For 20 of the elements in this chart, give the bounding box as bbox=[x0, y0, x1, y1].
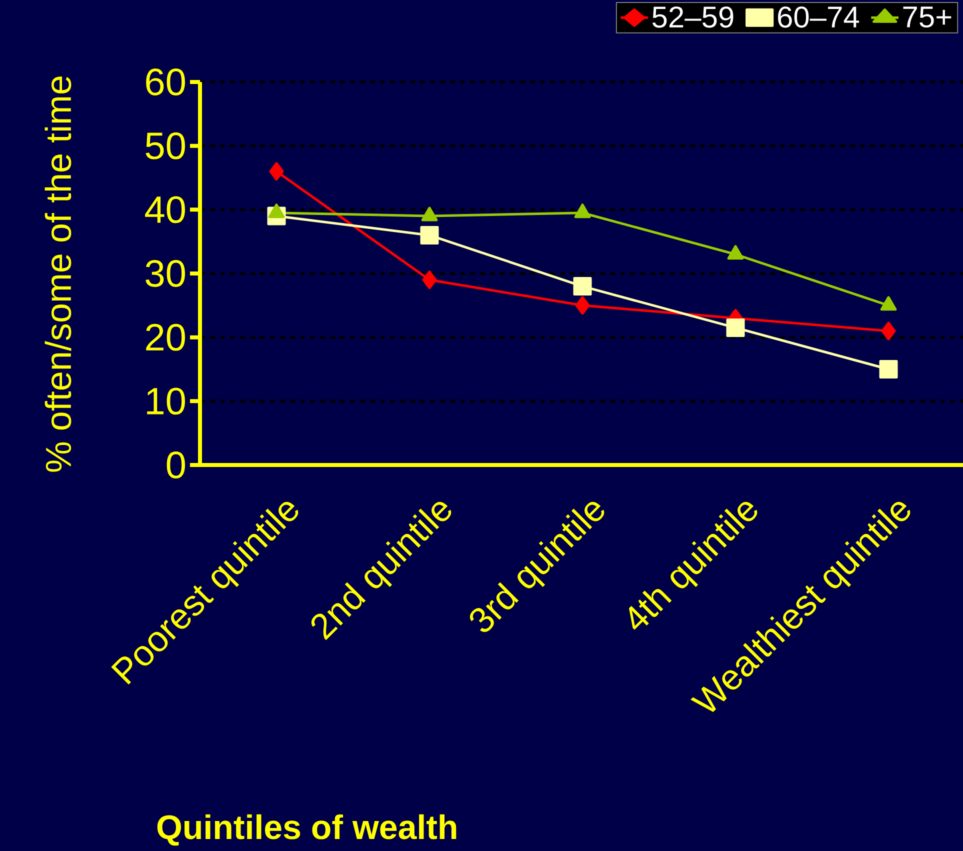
point bbox=[269, 162, 284, 181]
y-axis-title: % often/some of the time bbox=[44, 76, 72, 472]
point bbox=[422, 270, 437, 290]
legend-label: 52–59 bbox=[652, 6, 734, 28]
y-tick-label: 30 bbox=[146, 260, 185, 287]
y-tick-label: 0 bbox=[166, 452, 185, 478]
point bbox=[420, 226, 439, 244]
y-tick-label: 50 bbox=[146, 132, 185, 160]
point bbox=[879, 360, 898, 378]
legend-label: 75+ bbox=[903, 6, 952, 28]
y-tick-label: 10 bbox=[147, 388, 185, 415]
y-tick-label: 60 bbox=[146, 68, 185, 96]
point bbox=[573, 277, 592, 296]
x-axis-title: Quintiles of wealth bbox=[157, 814, 456, 846]
y-tick-label: 20 bbox=[146, 324, 185, 351]
point bbox=[726, 318, 745, 338]
y-tick-label: 40 bbox=[145, 196, 185, 224]
point bbox=[575, 296, 590, 315]
legend-label: 60–74 bbox=[778, 6, 860, 28]
point bbox=[881, 322, 896, 340]
